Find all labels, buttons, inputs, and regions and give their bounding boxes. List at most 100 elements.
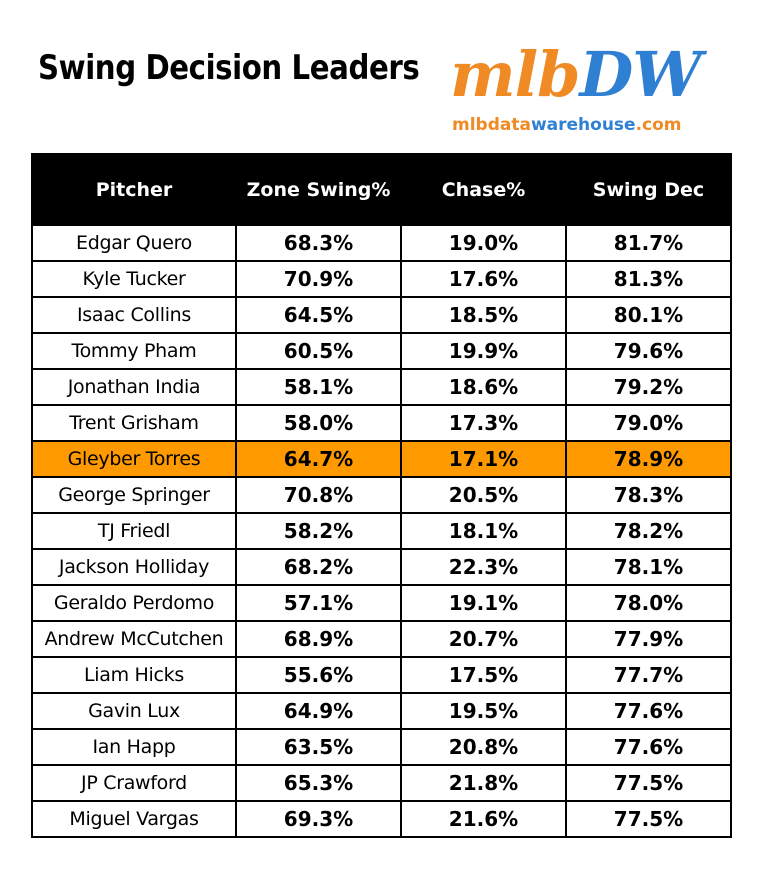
header-chase: Chase% [400,153,567,226]
swing-dec-cell: 77.5% [565,764,732,802]
table-row: Liam Hicks 55.6% 17.5% 77.7% [31,656,732,694]
pitcher-name-cell: Kyle Tucker [31,260,237,298]
zone-swing-cell: 64.5% [235,296,402,334]
zone-swing-cell: 57.1% [235,584,402,622]
header-swing-dec: Swing Dec [565,153,732,226]
pitcher-name-cell: Tommy Pham [31,332,237,370]
swing-dec-cell: 77.6% [565,692,732,730]
page-title: Swing Decision Leaders [38,48,420,88]
pitcher-name-cell: Jonathan India [31,368,237,406]
logo-url-part1: mlbdata [452,115,531,135]
chase-cell: 19.0% [400,224,567,262]
chase-cell: 19.1% [400,584,567,622]
swing-dec-cell: 77.7% [565,656,732,694]
pitcher-name-cell: Geraldo Perdomo [31,584,237,622]
table-body: Edgar Quero 68.3% 19.0% 81.7% Kyle Tucker 70.… [31,224,732,838]
logo-url: mlbdatawarehouse.com [452,114,682,136]
zone-swing-cell: 60.5% [235,332,402,370]
table-row: Geraldo Perdomo 57.1% 19.1% 78.0% [31,584,732,622]
swing-dec-cell: 78.0% [565,584,732,622]
zone-swing-cell: 58.0% [235,404,402,442]
table-row: Gavin Lux 64.9% 19.5% 77.6% [31,692,732,730]
zone-swing-cell: 70.9% [235,260,402,298]
swing-dec-cell: 79.0% [565,404,732,442]
logo-dw-text: DW [579,38,702,111]
pitcher-name-cell: Trent Grisham [31,404,237,442]
swing-dec-cell: 80.1% [565,296,732,334]
swing-dec-cell: 78.9% [565,440,732,478]
logo-wordmark: mlbDW [450,36,702,114]
swing-dec-cell: 81.3% [565,260,732,298]
pitcher-name-cell: Gavin Lux [31,692,237,730]
zone-swing-cell: 69.3% [235,800,402,838]
chase-cell: 18.1% [400,512,567,550]
table-row: Ian Happ 63.5% 20.8% 77.6% [31,728,732,766]
table-row: Isaac Collins 64.5% 18.5% 80.1% [31,296,732,334]
pitcher-name-cell: Miguel Vargas [31,800,237,838]
pitcher-name-cell: Ian Happ [31,728,237,766]
chase-cell: 18.6% [400,368,567,406]
header-zone-swing: Zone Swing% [235,153,402,226]
swing-dec-cell: 81.7% [565,224,732,262]
table-row-highlighted: Gleyber Torres 64.7% 17.1% 78.9% [31,440,732,478]
table-row: Tommy Pham 60.5% 19.9% 79.6% [31,332,732,370]
table-row: Kyle Tucker 70.9% 17.6% 81.3% [31,260,732,298]
chase-cell: 17.1% [400,440,567,478]
swing-dec-cell: 77.5% [565,800,732,838]
pitcher-name-cell: Isaac Collins [31,296,237,334]
swing-dec-cell: 78.2% [565,512,732,550]
pitcher-name-cell: JP Crawford [31,764,237,802]
pitcher-name-cell: George Springer [31,476,237,514]
table-row: Jonathan India 58.1% 18.6% 79.2% [31,368,732,406]
chase-cell: 17.3% [400,404,567,442]
zone-swing-cell: 65.3% [235,764,402,802]
zone-swing-cell: 58.2% [235,512,402,550]
chase-cell: 20.8% [400,728,567,766]
chase-cell: 17.5% [400,656,567,694]
table-row: George Springer 70.8% 20.5% 78.3% [31,476,732,514]
zone-swing-cell: 63.5% [235,728,402,766]
chase-cell: 20.7% [400,620,567,658]
leaders-table: Pitcher Zone Swing% Chase% Swing Dec Edgar … [31,153,732,838]
swing-dec-cell: 77.9% [565,620,732,658]
chase-cell: 20.5% [400,476,567,514]
swing-dec-cell: 77.6% [565,728,732,766]
chase-cell: 21.6% [400,800,567,838]
pitcher-name-cell: TJ Friedl [31,512,237,550]
table-header-row: Pitcher Zone Swing% Chase% Swing Dec [31,153,732,226]
pitcher-name-cell: Edgar Quero [31,224,237,262]
chase-cell: 22.3% [400,548,567,586]
chase-cell: 17.6% [400,260,567,298]
chase-cell: 21.8% [400,764,567,802]
swing-dec-cell: 79.2% [565,368,732,406]
zone-swing-cell: 64.9% [235,692,402,730]
swing-dec-cell: 78.1% [565,548,732,586]
table-row: Miguel Vargas 69.3% 21.6% 77.5% [31,800,732,838]
pitcher-name-cell: Gleyber Torres [31,440,237,478]
table-row: Edgar Quero 68.3% 19.0% 81.7% [31,224,732,262]
swing-dec-cell: 79.6% [565,332,732,370]
table-row: Andrew McCutchen 68.9% 20.7% 77.9% [31,620,732,658]
swing-dec-cell: 78.3% [565,476,732,514]
chase-cell: 19.9% [400,332,567,370]
zone-swing-cell: 58.1% [235,368,402,406]
table-row: Jackson Holliday 68.2% 22.3% 78.1% [31,548,732,586]
table-row: Trent Grisham 58.0% 17.3% 79.0% [31,404,732,442]
pitcher-name-cell: Jackson Holliday [31,548,237,586]
zone-swing-cell: 55.6% [235,656,402,694]
header-pitcher: Pitcher [31,153,237,226]
zone-swing-cell: 64.7% [235,440,402,478]
zone-swing-cell: 68.9% [235,620,402,658]
zone-swing-cell: 68.2% [235,548,402,586]
pitcher-name-cell: Liam Hicks [31,656,237,694]
chase-cell: 19.5% [400,692,567,730]
chase-cell: 18.5% [400,296,567,334]
pitcher-name-cell: Andrew McCutchen [31,620,237,658]
logo-mlb-text: mlb [450,38,581,111]
table-row: JP Crawford 65.3% 21.8% 77.5% [31,764,732,802]
logo-url-part2: warehouse [530,115,636,135]
table-row: TJ Friedl 58.2% 18.1% 78.2% [31,512,732,550]
mlbdw-logo: mlbDW mlbdatawarehouse.com [450,26,710,136]
zone-swing-cell: 70.8% [235,476,402,514]
logo-url-part3: .com [635,115,682,135]
